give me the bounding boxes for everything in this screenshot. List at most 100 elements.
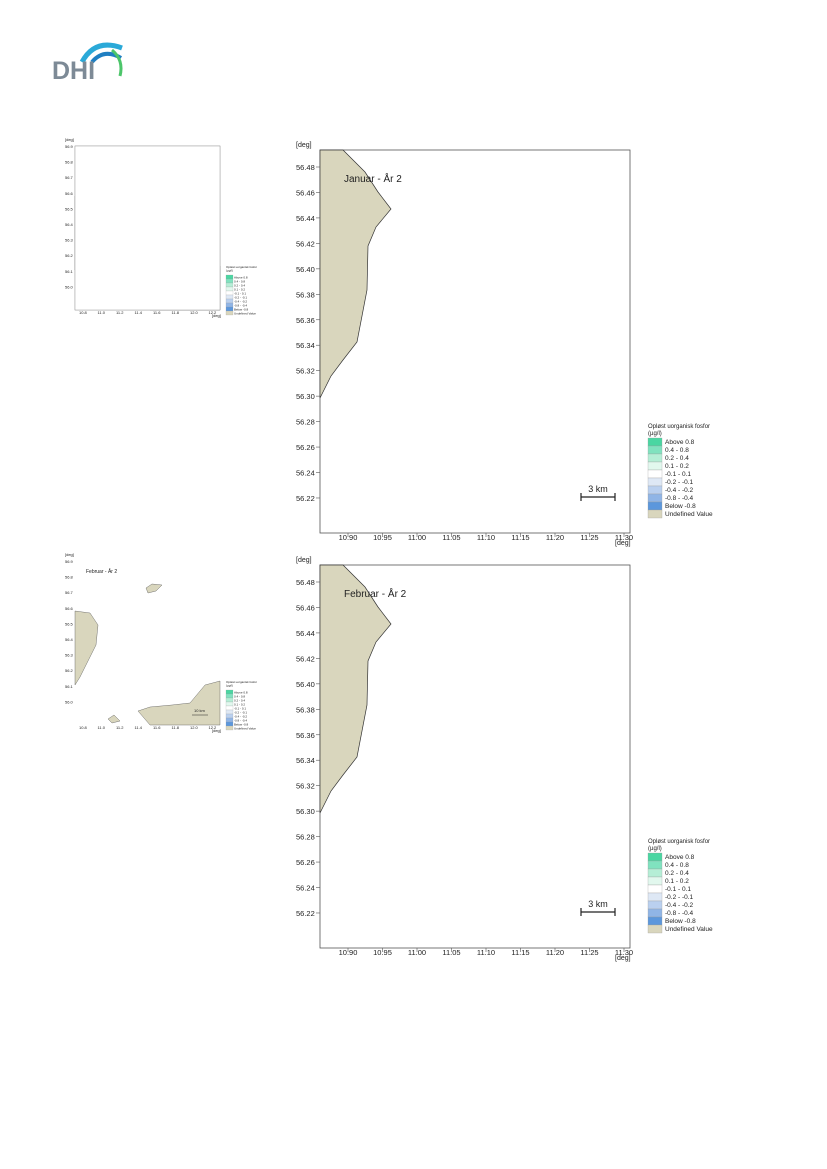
overview-y-tick: 56.1 <box>65 269 74 274</box>
map-scale-bar <box>580 908 616 916</box>
overview-legend-swatch <box>225 290 234 296</box>
overview-legend-label: Below -0.8 <box>234 723 249 727</box>
overview-legend-swatch <box>225 713 234 719</box>
overview-legend-label: 0.1 - 0.2 <box>234 288 245 292</box>
overview-y-tick: 56.9 <box>65 144 74 149</box>
overview-x-tick: 11.0 <box>98 725 106 730</box>
overview-x-unit: [deg] <box>212 728 221 733</box>
overview-x-tick: 10.8 <box>79 725 88 730</box>
overview-x-tick: 11.0 <box>98 310 106 315</box>
overview-legend-label: Undefined Value <box>234 312 256 316</box>
map-y-unit: [deg] <box>296 557 312 564</box>
map-y-unit: [deg] <box>296 142 312 149</box>
legend-swatch <box>647 477 663 487</box>
overview-legend-label: Below -0.8 <box>234 308 249 312</box>
map-y-tick: 56.40 <box>296 680 315 689</box>
overview-legend-swatch <box>225 298 234 304</box>
overview-y-tick: 56.4 <box>65 222 74 227</box>
overview-x-tick: 12.2 <box>209 310 218 315</box>
legend-label: Below -0.8 <box>665 503 696 510</box>
overview-legend-title: Opløst uorganisk fosfor <box>226 265 257 269</box>
legend-swatch <box>647 493 663 503</box>
map-y-tick: 56.30 <box>296 807 315 816</box>
overview-legend-swatch <box>225 274 234 280</box>
overview-y-tick: 56.8 <box>65 575 74 580</box>
overview-y-tick: 56.5 <box>65 206 74 211</box>
overview-y-tick: 56.2 <box>65 253 74 258</box>
overview-y-tick: 56.6 <box>65 191 74 196</box>
map-x-tick: 11.15 <box>511 533 529 542</box>
overview-y-tick: 56.0 <box>65 284 74 289</box>
overview-legend-swatch <box>225 721 234 727</box>
map-x-tick: 10.95 <box>373 533 392 542</box>
overview-legend-title: Opløst uorganisk fosfor <box>226 680 257 684</box>
overview-x-tick: 11.8 <box>172 725 180 730</box>
overview-y-tick: 56.5 <box>65 621 74 626</box>
overview-y-tick: 56.7 <box>65 175 74 180</box>
legend-label: 0.4 - 0.8 <box>665 862 689 869</box>
overview-x-tick: 11.6 <box>153 310 161 315</box>
overview-y-tick: 56.6 <box>65 606 74 611</box>
map-y-tick: 56.36 <box>296 731 315 740</box>
map-y-tick: 56.42 <box>296 654 315 663</box>
overview-legend-label: 0.2 - 0.4 <box>234 284 245 288</box>
map-x-tick: 11.10 <box>477 948 495 957</box>
map-x-tick: 11.30 <box>615 948 633 957</box>
map-y-tick: 56.22 <box>296 494 315 503</box>
legend-swatch <box>647 453 663 463</box>
legend-label: -0.1 - 0.1 <box>665 886 691 893</box>
legend-swatch <box>647 501 663 511</box>
overview-y-tick: 56.0 <box>65 699 74 704</box>
overview-y-unit: [deg] <box>65 137 74 142</box>
legend-label: -0.2 - -0.1 <box>665 479 694 486</box>
land <box>107 714 121 724</box>
overview-y-tick: 56.2 <box>65 668 74 673</box>
overview-legend-swatch <box>225 693 234 699</box>
legend-label: -0.8 - -0.4 <box>665 910 694 917</box>
overview-legend-swatch <box>225 709 234 715</box>
legend-swatch <box>647 900 663 910</box>
legend-label: Above 0.8 <box>665 854 695 861</box>
map-scale: 3 km <box>588 484 608 494</box>
map-y-tick: 56.40 <box>296 265 315 274</box>
map-scale-bar <box>580 493 616 501</box>
map-title: Februar - År 2 <box>344 587 407 600</box>
map-x-tick: 11.25 <box>580 948 598 957</box>
overview-y-tick: 56.7 <box>65 590 74 595</box>
overview-legend-label: -0.2 - -0.1 <box>234 711 247 715</box>
overview-legend-label: Above 0.8 <box>234 691 248 695</box>
overview-x-tick: 11.6 <box>153 725 161 730</box>
logo-text: DHI <box>52 57 95 85</box>
map-x-tick: 11.15 <box>511 948 529 957</box>
legend-swatch <box>647 860 663 870</box>
legend-title: Opløst uorganisk fosfor <box>648 424 710 430</box>
map-y-tick: 56.48 <box>296 163 315 172</box>
legend-label: -0.4 - -0.2 <box>665 487 694 494</box>
map-y-tick: 56.32 <box>296 367 315 376</box>
map-y-tick: 56.44 <box>296 214 315 223</box>
map-y-tick: 56.22 <box>296 909 315 918</box>
overview-legend-label: -0.4 - -0.2 <box>234 715 247 719</box>
overview-legend-swatch <box>225 717 234 723</box>
map-x-tick: 11.30 <box>615 533 633 542</box>
legend-swatch <box>647 445 663 455</box>
overview-y-tick: 56.8 <box>65 160 74 165</box>
map-x-tick: 11.25 <box>580 533 598 542</box>
overview-legend-label: -0.8 - -0.4 <box>234 719 247 723</box>
legend-swatch <box>647 437 663 447</box>
map-y-tick: 56.26 <box>296 443 315 452</box>
overview-legend-label: Above 0.8 <box>234 276 248 280</box>
legend-swatch <box>647 509 663 519</box>
legend-title: Opløst uorganisk fosfor <box>648 839 710 845</box>
land <box>74 610 99 686</box>
logo: DHI <box>52 42 123 85</box>
map-y-tick: 56.38 <box>296 705 315 714</box>
legend-swatch <box>647 908 663 918</box>
land <box>319 149 392 399</box>
overview-legend-swatch <box>225 725 234 731</box>
overview-legend-swatch <box>225 282 234 288</box>
overview-x-unit: [deg] <box>212 313 221 318</box>
overview-y-tick: 56.9 <box>65 559 74 564</box>
map-x-unit: [deg] <box>615 955 631 962</box>
